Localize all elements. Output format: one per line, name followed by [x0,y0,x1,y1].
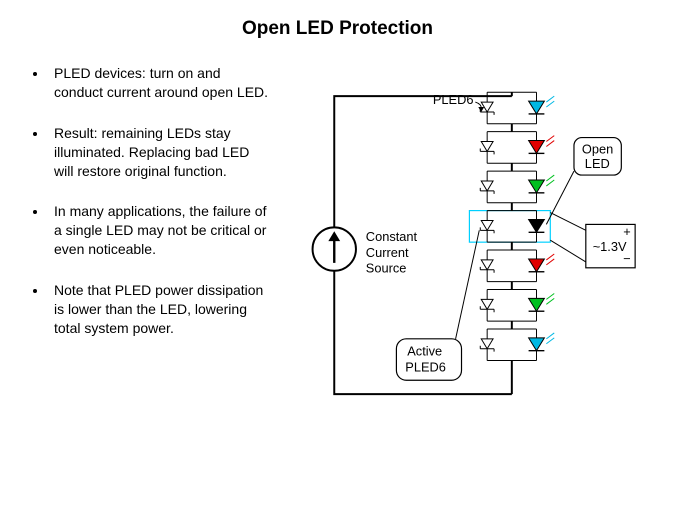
pled-diode-icon [481,181,493,191]
pled-diode-icon [481,260,493,270]
bullet-ul: PLED devices: turn on and conduct curren… [30,64,270,338]
voltage-lead-top [550,213,586,231]
led-icon [529,141,545,154]
open-led-label-2: LED [585,156,610,171]
led-ray [546,333,554,339]
content-row: PLED devices: turn on and conduct curren… [30,64,645,449]
pled-diode-icon [481,299,493,309]
bullet-item: Note that PLED power dissipation is lowe… [48,281,270,338]
source-label-1: Constant [366,229,418,244]
source-label-3: Source [366,261,407,276]
bullet-item: Result: remaining LEDs stay illuminated.… [48,124,270,181]
active-label-2: PLED6 [405,359,446,374]
open-led-leader [546,171,574,224]
pled-diode-icon [481,220,493,230]
active-leader [456,230,480,339]
voltage-minus: − [623,251,630,266]
led-ray [546,293,554,299]
voltage-lead-bot [550,240,586,262]
led-ray [546,338,554,344]
led-ray [546,136,554,142]
source-label-2: Current [366,245,409,260]
bullet-item: PLED devices: turn on and conduct curren… [48,64,270,102]
led-ray [546,141,554,147]
pled-diode-icon [481,142,493,152]
led-icon [529,219,545,232]
led-ray [546,298,554,304]
led-icon [529,259,545,272]
pled-diode-icon [481,339,493,349]
voltage-plus: + [623,224,630,239]
led-icon [529,101,545,114]
page-title: Open LED Protection [30,18,645,40]
led-ray [546,96,554,102]
circuit-diagram: ConstantCurrentSource PLED6 OpenLED +~1.3V−… [280,64,645,449]
open-led-label-1: Open [582,141,613,156]
active-label-1: Active [407,344,442,359]
led-ray [546,101,554,107]
led-icon [529,298,545,311]
led-ray [546,254,554,260]
page: Open LED Protection PLED devices: turn o… [0,0,675,506]
circuit-svg: ConstantCurrentSource PLED6 OpenLED +~1.3V−… [280,64,645,444]
bullet-list: PLED devices: turn on and conduct curren… [30,64,270,449]
led-icon [529,180,545,193]
arrowhead-icon [478,107,484,112]
led-ray [546,180,554,186]
wire-top [334,96,512,227]
led-ray [546,259,554,265]
led-icon [529,338,545,351]
led-ray [546,175,554,181]
bullet-item: In many applications, the failure of a s… [48,202,270,259]
voltage-value: ~1.3V [593,239,627,254]
pled-top-label: PLED6 [433,92,474,107]
